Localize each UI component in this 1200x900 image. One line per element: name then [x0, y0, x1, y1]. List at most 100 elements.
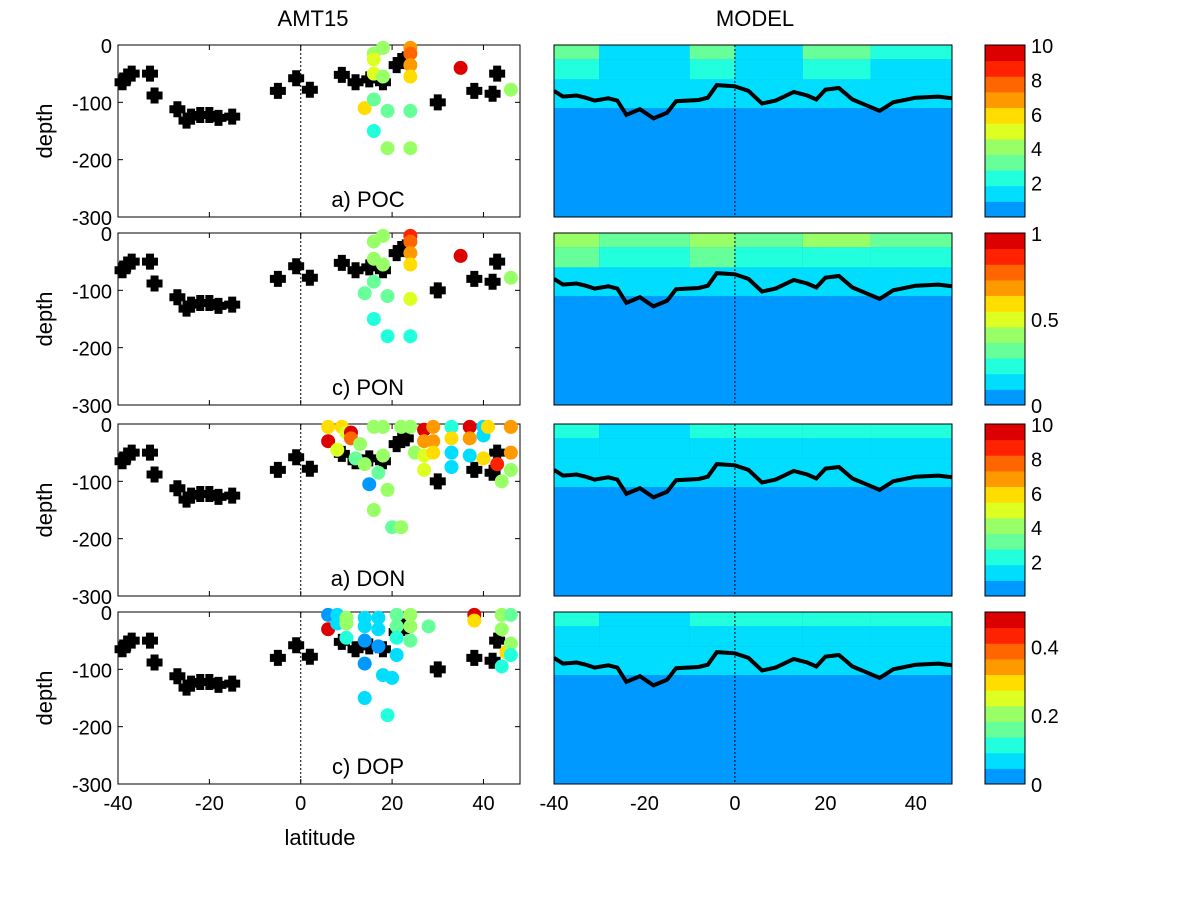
colorbar-band	[985, 295, 1025, 312]
model-cell	[734, 59, 803, 80]
obs-point	[503, 270, 518, 285]
obs-point	[375, 448, 390, 463]
colorbar-band	[985, 201, 1025, 218]
model-cell	[734, 247, 803, 268]
obs-point	[403, 329, 418, 344]
model-cell	[802, 59, 871, 80]
colorbar-tick-label: 0	[1031, 775, 1042, 797]
black-marker	[333, 66, 350, 83]
colorbar-band	[985, 342, 1025, 359]
obs-point	[375, 69, 390, 84]
black-marker	[429, 661, 446, 678]
x-tick-label: 40	[472, 793, 494, 815]
x-tick-label: -40	[540, 793, 569, 815]
colorbar-band	[985, 358, 1025, 375]
colorbar-band	[985, 326, 1025, 343]
x-tick-label: -20	[630, 793, 659, 815]
black-marker	[301, 81, 318, 98]
y-axis-label: depth	[32, 103, 57, 158]
colorbar-frame	[984, 611, 1026, 785]
obs-point	[403, 257, 418, 272]
y-tick-label: -100	[72, 660, 112, 682]
model-axes-frame	[553, 44, 953, 218]
panel-0: 0 -100 -200 -300 depth a) POC 2 4 6 8 10	[32, 36, 1053, 230]
y-axis-label: depth	[32, 482, 57, 537]
model-cell	[689, 233, 735, 248]
obs-axes-frame	[117, 44, 521, 218]
model-cell	[689, 59, 735, 80]
obs-point	[426, 434, 441, 449]
colorbar-band	[985, 45, 1025, 62]
y-axis-label: depth	[32, 670, 57, 725]
y-tick-label: -300	[72, 775, 112, 797]
obs-point	[371, 639, 386, 654]
model-cell	[870, 626, 952, 647]
obs-point	[426, 419, 441, 434]
model-cell	[734, 612, 803, 627]
colorbar-band	[985, 643, 1025, 660]
model-cell	[599, 45, 690, 60]
colorbar-band	[985, 311, 1025, 328]
obs-point	[330, 442, 345, 457]
model-cell	[554, 59, 600, 80]
colorbar-tick-label: 0.2	[1031, 706, 1059, 728]
x-axis-label: latitude	[285, 825, 356, 850]
colorbar-band	[985, 690, 1025, 707]
obs-axes-frame	[117, 232, 521, 406]
model-cell	[870, 247, 952, 268]
colorbar-band	[985, 154, 1025, 171]
black-marker	[123, 253, 140, 270]
colorbar-band	[985, 123, 1025, 140]
model-field	[554, 45, 952, 217]
model-cell	[689, 424, 735, 439]
black-marker	[489, 65, 506, 82]
obs-point	[403, 607, 418, 622]
black-marker	[489, 444, 506, 461]
colorbar-tick-label: 10	[1031, 36, 1053, 58]
black-marker	[489, 632, 506, 649]
obs-point	[467, 613, 482, 628]
model-cell	[599, 233, 690, 248]
colorbar-band	[985, 424, 1025, 441]
colorbar-tick-label: 0.5	[1031, 310, 1059, 332]
x-tick-label: -20	[195, 793, 224, 815]
model-cell	[870, 438, 952, 459]
obs-point	[339, 630, 354, 645]
colorbar-band	[985, 185, 1025, 202]
model-cell	[734, 424, 803, 439]
y-axis-label: depth	[32, 291, 57, 346]
black-marker	[141, 632, 158, 649]
model-cell	[802, 438, 871, 459]
y-tick-label: -100	[72, 93, 112, 115]
obs-point	[357, 656, 372, 671]
obs-point	[389, 619, 404, 634]
black-marker	[333, 254, 350, 271]
obs-point	[403, 619, 418, 634]
obs-point	[490, 457, 505, 472]
colorbar-band	[985, 170, 1025, 187]
model-cell	[870, 233, 952, 248]
colorbar-band	[985, 768, 1025, 785]
obs-point	[494, 474, 509, 489]
obs-axes-frame	[117, 611, 521, 785]
black-marker	[146, 654, 163, 671]
left-column-title: AMT15	[278, 6, 349, 31]
colorbar-band	[985, 373, 1025, 390]
black-marker	[466, 649, 483, 666]
black-marker	[484, 85, 501, 102]
colorbar-band	[985, 76, 1025, 93]
model-field	[554, 233, 952, 405]
black-marker	[269, 270, 286, 287]
obs-point	[503, 419, 518, 434]
model-axes-frame	[553, 611, 953, 785]
black-marker	[301, 648, 318, 665]
y-tick-label: 0	[101, 224, 112, 246]
model-cell	[870, 424, 952, 439]
obs-point	[494, 622, 509, 637]
colorbar-tick-label: 0	[1031, 396, 1042, 418]
model-cell	[689, 626, 735, 647]
model-cell	[689, 612, 735, 627]
black-marker	[169, 101, 186, 118]
colorbar-band	[985, 60, 1025, 77]
